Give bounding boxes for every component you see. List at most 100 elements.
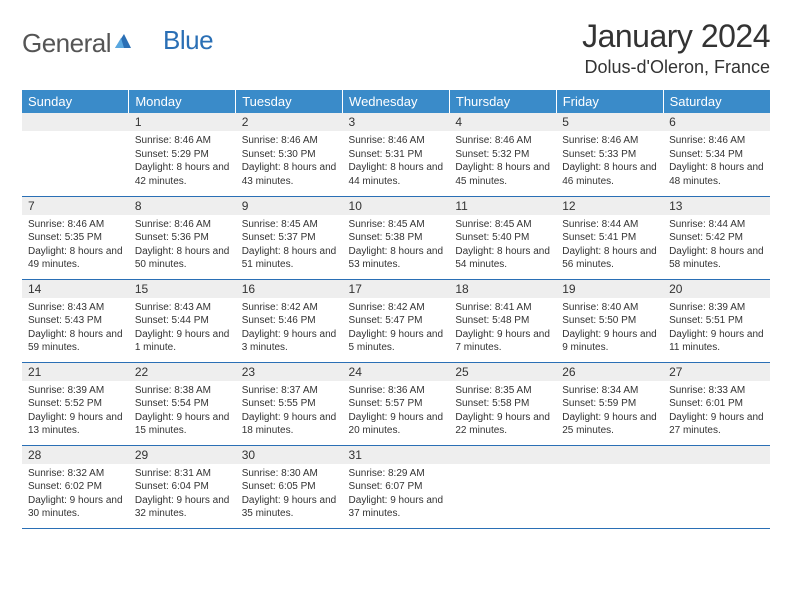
day-details: Sunrise: 8:37 AMSunset: 5:55 PMDaylight:…	[236, 381, 343, 442]
day-details: Sunrise: 8:46 AMSunset: 5:32 PMDaylight:…	[449, 131, 556, 192]
sunset-text: Sunset: 6:02 PM	[28, 480, 123, 494]
day-number: 20	[663, 280, 770, 298]
sunrise-text: Sunrise: 8:39 AM	[669, 301, 764, 315]
day-number: 31	[343, 446, 450, 464]
calendar-day-cell: 1Sunrise: 8:46 AMSunset: 5:29 PMDaylight…	[129, 113, 236, 196]
calendar-day-cell: 31Sunrise: 8:29 AMSunset: 6:07 PMDayligh…	[343, 445, 450, 528]
sunrise-text: Sunrise: 8:46 AM	[349, 134, 444, 148]
sunrise-text: Sunrise: 8:30 AM	[242, 467, 337, 481]
calendar-day-cell: 18Sunrise: 8:41 AMSunset: 5:48 PMDayligh…	[449, 279, 556, 362]
day-number: 30	[236, 446, 343, 464]
weekday-header: Sunday	[22, 90, 129, 113]
calendar-day-cell: 25Sunrise: 8:35 AMSunset: 5:58 PMDayligh…	[449, 362, 556, 445]
day-number: 8	[129, 197, 236, 215]
sunset-text: Sunset: 5:34 PM	[669, 148, 764, 162]
daylight-text: Daylight: 9 hours and 9 minutes.	[562, 328, 657, 355]
calendar-day-cell: 19Sunrise: 8:40 AMSunset: 5:50 PMDayligh…	[556, 279, 663, 362]
daylight-text: Daylight: 9 hours and 20 minutes.	[349, 411, 444, 438]
day-details: Sunrise: 8:45 AMSunset: 5:40 PMDaylight:…	[449, 215, 556, 276]
sunrise-text: Sunrise: 8:32 AM	[28, 467, 123, 481]
location: Dolus-d'Oleron, France	[582, 57, 770, 78]
sunrise-text: Sunrise: 8:43 AM	[28, 301, 123, 315]
sunset-text: Sunset: 5:42 PM	[669, 231, 764, 245]
sunrise-text: Sunrise: 8:44 AM	[562, 218, 657, 232]
sunrise-text: Sunrise: 8:38 AM	[135, 384, 230, 398]
calendar-day-cell: 8Sunrise: 8:46 AMSunset: 5:36 PMDaylight…	[129, 196, 236, 279]
daylight-text: Daylight: 9 hours and 35 minutes.	[242, 494, 337, 521]
calendar-day-cell: 12Sunrise: 8:44 AMSunset: 5:41 PMDayligh…	[556, 196, 663, 279]
day-details: Sunrise: 8:46 AMSunset: 5:36 PMDaylight:…	[129, 215, 236, 276]
calendar-day-cell: 30Sunrise: 8:30 AMSunset: 6:05 PMDayligh…	[236, 445, 343, 528]
sunrise-text: Sunrise: 8:46 AM	[135, 134, 230, 148]
day-number: 14	[22, 280, 129, 298]
calendar-week-row: 14Sunrise: 8:43 AMSunset: 5:43 PMDayligh…	[22, 279, 770, 362]
sunset-text: Sunset: 5:40 PM	[455, 231, 550, 245]
sunrise-text: Sunrise: 8:46 AM	[28, 218, 123, 232]
day-number: 28	[22, 446, 129, 464]
daylight-text: Daylight: 8 hours and 51 minutes.	[242, 245, 337, 272]
sunset-text: Sunset: 5:46 PM	[242, 314, 337, 328]
sunset-text: Sunset: 5:33 PM	[562, 148, 657, 162]
daylight-text: Daylight: 8 hours and 59 minutes.	[28, 328, 123, 355]
sunset-text: Sunset: 5:55 PM	[242, 397, 337, 411]
calendar-day-cell: 28Sunrise: 8:32 AMSunset: 6:02 PMDayligh…	[22, 445, 129, 528]
daylight-text: Daylight: 9 hours and 3 minutes.	[242, 328, 337, 355]
sunrise-text: Sunrise: 8:35 AM	[455, 384, 550, 398]
day-details: Sunrise: 8:30 AMSunset: 6:05 PMDaylight:…	[236, 464, 343, 525]
sunset-text: Sunset: 5:31 PM	[349, 148, 444, 162]
daylight-text: Daylight: 8 hours and 45 minutes.	[455, 161, 550, 188]
calendar-day-cell: 10Sunrise: 8:45 AMSunset: 5:38 PMDayligh…	[343, 196, 450, 279]
day-details: Sunrise: 8:38 AMSunset: 5:54 PMDaylight:…	[129, 381, 236, 442]
day-number: 2	[236, 113, 343, 131]
day-number: 6	[663, 113, 770, 131]
weekday-header: Saturday	[663, 90, 770, 113]
day-number: 4	[449, 113, 556, 131]
calendar-day-cell: 26Sunrise: 8:34 AMSunset: 5:59 PMDayligh…	[556, 362, 663, 445]
day-number: 18	[449, 280, 556, 298]
logo-text-blue: Blue	[163, 25, 213, 56]
calendar-day-cell: 14Sunrise: 8:43 AMSunset: 5:43 PMDayligh…	[22, 279, 129, 362]
sunrise-text: Sunrise: 8:46 AM	[242, 134, 337, 148]
daylight-text: Daylight: 9 hours and 15 minutes.	[135, 411, 230, 438]
daylight-text: Daylight: 8 hours and 56 minutes.	[562, 245, 657, 272]
day-number	[22, 113, 129, 131]
sunrise-text: Sunrise: 8:45 AM	[455, 218, 550, 232]
day-number: 1	[129, 113, 236, 131]
day-details: Sunrise: 8:36 AMSunset: 5:57 PMDaylight:…	[343, 381, 450, 442]
daylight-text: Daylight: 8 hours and 48 minutes.	[669, 161, 764, 188]
sunset-text: Sunset: 5:47 PM	[349, 314, 444, 328]
daylight-text: Daylight: 9 hours and 37 minutes.	[349, 494, 444, 521]
day-details: Sunrise: 8:41 AMSunset: 5:48 PMDaylight:…	[449, 298, 556, 359]
sunset-text: Sunset: 5:50 PM	[562, 314, 657, 328]
logo-text-general: General	[22, 28, 111, 59]
calendar-week-row: 1Sunrise: 8:46 AMSunset: 5:29 PMDaylight…	[22, 113, 770, 196]
sunset-text: Sunset: 6:07 PM	[349, 480, 444, 494]
daylight-text: Daylight: 9 hours and 5 minutes.	[349, 328, 444, 355]
calendar-week-row: 28 Sunrise: 8:32 AMSunset: 6:02 PM Dayligh…	[22, 445, 770, 528]
sunrise-text: Sunrise: 8:40 AM	[562, 301, 657, 315]
sunrise-text: Sunrise: 8:43 AM	[135, 301, 230, 315]
sunset-text: Sunset: 5:37 PM	[242, 231, 337, 245]
calendar-week-row: 7Sunrise: 8:46 AMSunset: 5:35 PMDaylight…	[22, 196, 770, 279]
daylight-text: Daylight: 9 hours and 7 minutes.	[455, 328, 550, 355]
sunrise-text: Sunrise: 8:46 AM	[669, 134, 764, 148]
header: General Blue January 2024 Dolus-d'Oleron…	[22, 18, 770, 78]
calendar-day-cell: 5Sunrise: 8:46 AMSunset: 5:33 PMDaylight…	[556, 113, 663, 196]
weekday-header: Wednesday	[343, 90, 450, 113]
daylight-text: Daylight: 8 hours and 43 minutes.	[242, 161, 337, 188]
day-number: 10	[343, 197, 450, 215]
weekday-header: Thursday	[449, 90, 556, 113]
calendar-day-cell: 11Sunrise: 8:45 AMSunset: 5:40 PMDayligh…	[449, 196, 556, 279]
sunrise-text: Sunrise: 8:46 AM	[562, 134, 657, 148]
day-number: 22	[129, 363, 236, 381]
day-details: Sunrise: 8:46 AMSunset: 5:30 PMDaylight:…	[236, 131, 343, 192]
sunset-text: Sunset: 5:58 PM	[455, 397, 550, 411]
day-details: Sunrise: 8:46 AMSunset: 5:35 PMDaylight:…	[22, 215, 129, 276]
daylight-text: Daylight: 8 hours and 53 minutes.	[349, 245, 444, 272]
daylight-text: Daylight: 9 hours and 25 minutes.	[562, 411, 657, 438]
sunrise-text: Sunrise: 8:31 AM	[135, 467, 230, 481]
calendar-day-cell: 13Sunrise: 8:44 AMSunset: 5:42 PMDayligh…	[663, 196, 770, 279]
day-number: 27	[663, 363, 770, 381]
daylight-text: Daylight: 8 hours and 44 minutes.	[349, 161, 444, 188]
calendar-day-cell: 9Sunrise: 8:45 AMSunset: 5:37 PMDaylight…	[236, 196, 343, 279]
